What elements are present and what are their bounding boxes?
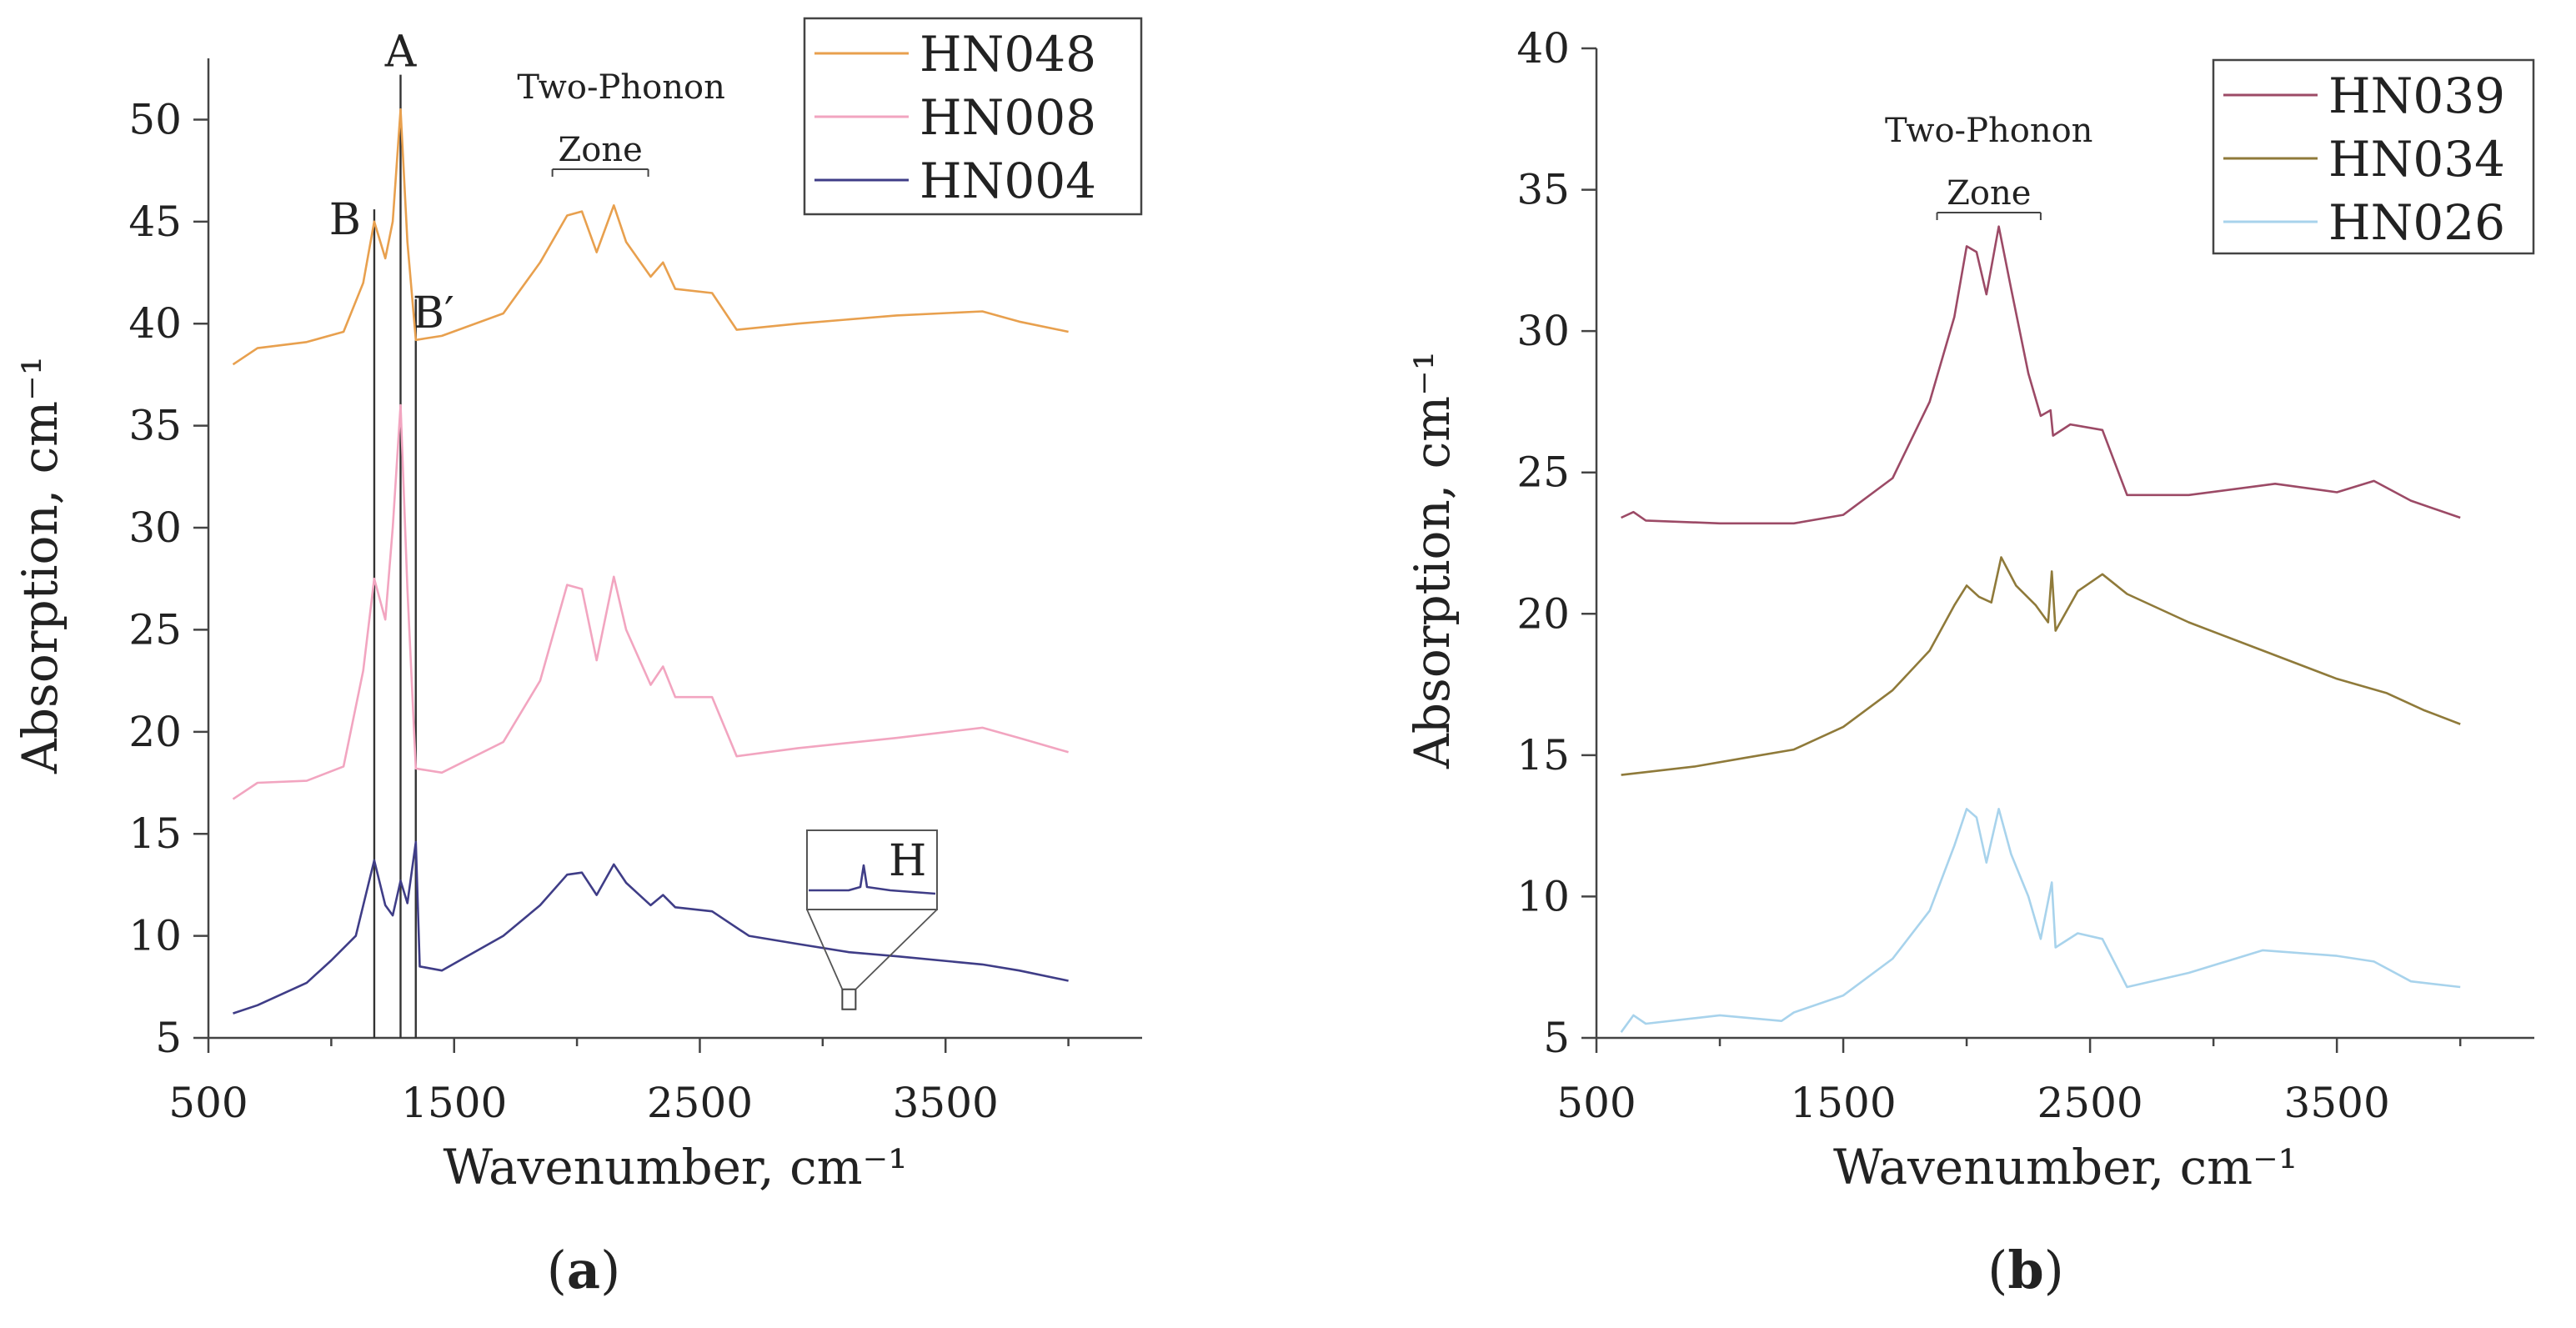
series-line-hn048 [232,108,1069,366]
panel-b-caption: (b) [1987,1240,2064,1300]
x-axis-title: Wavenumber, cm⁻¹ [1833,1139,2298,1195]
x-tick-label: 2500 [2037,1079,2142,1127]
y-tick-label: 10 [1516,872,1570,920]
y-tick-label: 15 [1516,731,1570,779]
panel-a-caption: (a) [547,1240,621,1300]
inset-source-box [841,988,857,1010]
y-tick-label: 10 [128,912,182,960]
y-tick-label: 30 [1516,307,1570,355]
series-line-hn039 [1621,225,2461,525]
y-axis-title: Absorption, cm⁻¹ [1404,351,1461,769]
x-tick-label: 2500 [647,1079,753,1127]
y-tick-label: 35 [128,402,182,450]
inset-connector [806,909,844,990]
y-tick-label: 50 [128,95,182,143]
y-tick-label: 30 [128,504,182,552]
peak-marker-label: A [384,28,418,78]
y-tick-label: 20 [1516,589,1570,638]
x-tick-label: 3500 [893,1079,999,1127]
y-axis-title: Absorption, cm⁻¹ [12,356,68,774]
inset-box [806,829,938,910]
panel-b-chart: 5 10 15 20 25 30 35 40 500 1500 2500 3500 Wavenumber… [1404,24,2535,1195]
y-tick-label: 15 [128,809,182,858]
x-tick-label: 500 [168,1079,248,1127]
inset-series-line [809,864,936,895]
y-tick-label: 5 [1543,1014,1570,1062]
y-tick-label: 40 [1516,24,1570,73]
series-line-hn026 [1620,807,2461,1033]
y-tick-label: 5 [155,1014,182,1062]
x-tick-label: 1500 [401,1079,507,1127]
panel-a-chart: 5 10 15 20 25 30 35 40 45 50 500 1500 2500 3500 Wavenu… [12,17,1143,1195]
y-tick-label: 35 [1516,166,1570,214]
legend-entry-label: HN039 [2328,68,2505,124]
x-tick-label: 1500 [1790,1079,1896,1127]
y-tick-label: 25 [128,605,182,654]
x-tick-label: 500 [1556,1079,1636,1127]
y-tick-label: 25 [1516,449,1570,497]
legend-entry-label: HN008 [920,89,1096,146]
y-tick-label: 45 [128,198,182,246]
inset-label: H [889,836,926,886]
peak-marker-label: B′ [413,288,454,338]
y-tick-label: 40 [128,299,182,348]
series-line-hn008 [232,403,1069,800]
zone-label-line1: Two-Phonon [517,68,724,107]
inset-connector [854,909,938,990]
zone-label-line2: Zone [1947,174,2031,213]
legend-entry-label: HN026 [2328,194,2505,251]
legend-entry-label: HN048 [920,26,1096,83]
series-line-hn034 [1621,556,2461,776]
x-tick-label: 3500 [2284,1079,2390,1127]
legend-entry-label: HN034 [2328,131,2505,188]
legend-entry-label: HN004 [920,153,1096,209]
x-axis-title: Wavenumber, cm⁻¹ [444,1139,908,1195]
zone-label-line2: Zone [558,131,642,169]
zone-label-line1: Two-Phonon [1885,112,2092,150]
y-tick-label: 20 [128,708,182,756]
peak-marker-label: B [329,195,361,245]
series-line-hn004 [233,840,1069,1015]
